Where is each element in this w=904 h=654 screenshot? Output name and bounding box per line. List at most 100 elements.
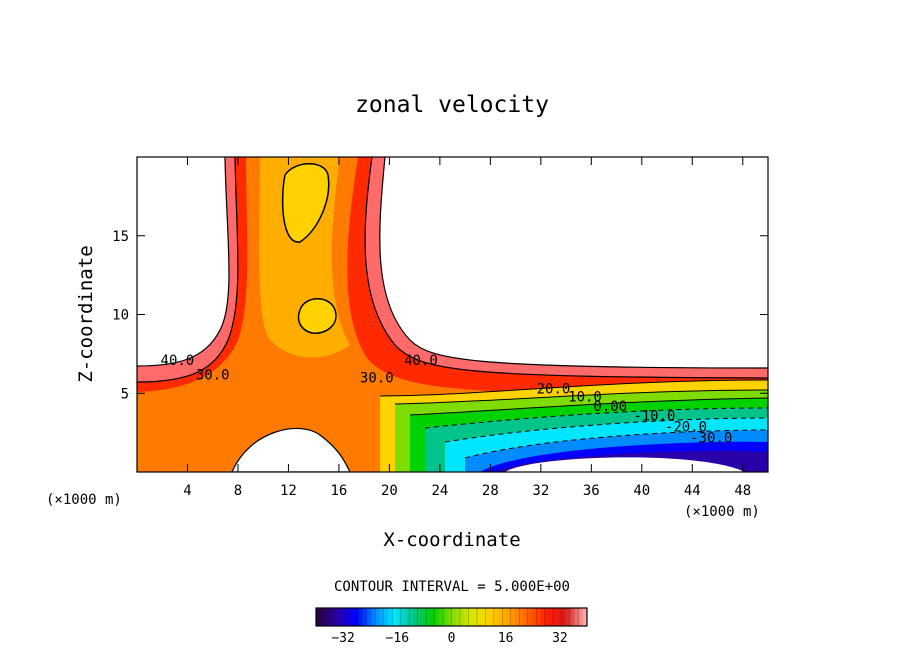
colorbar-segment bbox=[544, 608, 550, 626]
colorbar-segment bbox=[447, 608, 452, 626]
colorbar-segment bbox=[345, 608, 351, 626]
colorbar-segment bbox=[523, 608, 529, 626]
colorbar-segment bbox=[578, 608, 584, 626]
colorbar-segment bbox=[366, 608, 372, 626]
colorbar-segment bbox=[459, 608, 465, 626]
colorbar-segment bbox=[417, 608, 423, 626]
colorbar-segment bbox=[349, 608, 355, 626]
y-axis-ticks: 5 10 15 bbox=[112, 229, 768, 402]
x-tick-label: 28 bbox=[482, 483, 499, 499]
colorbar-segment bbox=[481, 608, 486, 626]
colorbar-segment bbox=[430, 608, 436, 626]
x-tick-label: 24 bbox=[431, 483, 448, 499]
x-tick-label: 32 bbox=[532, 483, 549, 499]
colorbar-segment bbox=[438, 608, 444, 626]
contour-label: 20.0 bbox=[537, 382, 571, 398]
colorbar-segment bbox=[316, 608, 321, 626]
x-tick-label: 48 bbox=[734, 483, 751, 499]
colorbar-segment bbox=[506, 608, 512, 626]
colorbar-segment bbox=[540, 608, 546, 626]
colorbar-segment bbox=[383, 608, 389, 626]
colorbar-segment bbox=[341, 608, 347, 626]
colorbar-segment bbox=[434, 608, 440, 626]
chart-title: zonal velocity bbox=[355, 92, 549, 118]
colorbar-segment bbox=[476, 608, 482, 626]
colorbar-segment bbox=[371, 608, 376, 626]
contour-label: 30.0 bbox=[360, 371, 394, 387]
contour-label: 40.0 bbox=[404, 353, 438, 369]
colorbar-segment bbox=[536, 608, 541, 626]
colorbar-segment bbox=[404, 608, 410, 626]
y-tick-label: 15 bbox=[112, 229, 129, 245]
max-upper bbox=[281, 163, 330, 243]
colorbar-segment bbox=[324, 608, 330, 626]
colorbar-frame bbox=[315, 607, 588, 627]
y-tick-label: 10 bbox=[112, 308, 129, 324]
colorbar-segment bbox=[320, 608, 325, 626]
x-tick-label: 12 bbox=[280, 483, 297, 499]
colorbar-segment bbox=[354, 608, 359, 626]
colorbar-segment bbox=[493, 608, 499, 626]
colorbar-segment bbox=[358, 608, 364, 626]
x-tick-label: 40 bbox=[633, 483, 650, 499]
colorbar-tick-label: −32 bbox=[331, 631, 354, 646]
y-axis-label: Z-coordinate bbox=[75, 245, 97, 382]
white-pocket-right bbox=[505, 457, 745, 472]
colorbar-segment bbox=[527, 608, 533, 626]
colorbar-segment bbox=[413, 608, 419, 626]
x-axis-label: X-coordinate bbox=[383, 529, 520, 551]
colorbar-segment bbox=[502, 608, 508, 626]
x-unit-label-left: (×1000 m) bbox=[46, 492, 122, 508]
colorbar-segment bbox=[519, 608, 524, 626]
colorbar-segment bbox=[375, 608, 381, 626]
contour-label: 10.0 bbox=[568, 389, 602, 405]
x-tick-label: 4 bbox=[183, 483, 191, 499]
colorbar-tick-label: 16 bbox=[498, 631, 514, 646]
x-axis-ticks: 4 8 12 16 20 24 28 32 36 40 44 48 bbox=[183, 157, 751, 499]
colorbar-segment bbox=[379, 608, 385, 626]
x-tick-label: 20 bbox=[381, 483, 398, 499]
contour-label: -30.0 bbox=[690, 430, 732, 446]
colorbar-tick-label: −16 bbox=[386, 631, 409, 646]
white-pocket-left bbox=[231, 427, 351, 472]
colorbar-tick-label: 32 bbox=[552, 631, 568, 646]
colorbar-segment bbox=[362, 608, 368, 626]
colorbar-segment bbox=[515, 608, 520, 626]
contour-label: 40.0 bbox=[161, 353, 195, 369]
colorbar-segment bbox=[472, 608, 478, 626]
colorbar-segment bbox=[332, 608, 338, 626]
colorbar-segment bbox=[468, 608, 474, 626]
colorbar-segment bbox=[426, 608, 431, 626]
colorbar-segment bbox=[553, 608, 558, 626]
x-tick-label: 16 bbox=[330, 483, 347, 499]
x-tick-label: 36 bbox=[583, 483, 600, 499]
colorbar-segment bbox=[570, 608, 575, 626]
x-unit-label-right: (×1000 m) bbox=[684, 504, 760, 520]
colorbar-segment bbox=[396, 608, 402, 626]
contour-field bbox=[137, 157, 768, 472]
x-tick-label: 44 bbox=[684, 483, 701, 499]
colorbar-segment bbox=[485, 608, 491, 626]
colorbar-segment bbox=[328, 608, 334, 626]
colorbar-segment bbox=[510, 608, 516, 626]
colorbar-segment bbox=[561, 608, 567, 626]
contour-label: -20.0 bbox=[665, 419, 707, 435]
contour-label: 30.0 bbox=[196, 367, 230, 383]
colorbar-segment bbox=[565, 608, 571, 626]
colorbar-segment bbox=[421, 608, 427, 626]
colorbar-segment bbox=[498, 608, 503, 626]
colorbar-segment bbox=[337, 608, 342, 626]
contour-interval: CONTOUR INTERVAL = 5.000E+00 bbox=[334, 579, 570, 595]
colorbar-segment bbox=[400, 608, 406, 626]
y-tick-label: 5 bbox=[121, 386, 129, 402]
colorbar-segment bbox=[443, 608, 448, 626]
colorbar-segment bbox=[392, 608, 397, 626]
colorbar-segment bbox=[464, 608, 469, 626]
contour-labels: 40.030.0 30.040.020.010.00.00-10.0-20.0-3… bbox=[161, 353, 733, 446]
colorbar-ticks: −32 −16 0 16 32 bbox=[331, 631, 567, 646]
colorbar bbox=[315, 607, 588, 627]
colorbar-segment bbox=[455, 608, 461, 626]
colorbar-segment bbox=[582, 608, 588, 626]
max-lower bbox=[297, 298, 337, 334]
